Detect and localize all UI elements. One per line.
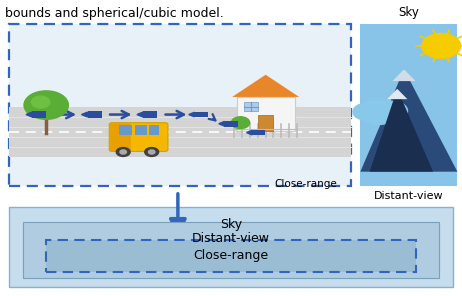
Text: Sky: Sky xyxy=(398,6,419,19)
Bar xyxy=(258,115,273,131)
Polygon shape xyxy=(219,121,225,126)
FancyBboxPatch shape xyxy=(110,123,131,151)
Circle shape xyxy=(120,150,127,154)
Circle shape xyxy=(362,100,385,115)
FancyBboxPatch shape xyxy=(9,207,453,287)
Polygon shape xyxy=(232,75,299,97)
Polygon shape xyxy=(81,112,87,117)
Circle shape xyxy=(148,150,155,154)
FancyBboxPatch shape xyxy=(9,24,351,186)
Circle shape xyxy=(24,91,68,119)
Circle shape xyxy=(373,100,396,115)
Bar xyxy=(360,24,457,186)
Bar xyxy=(119,125,132,135)
Polygon shape xyxy=(247,130,252,135)
FancyBboxPatch shape xyxy=(109,123,168,151)
Polygon shape xyxy=(189,112,195,117)
Polygon shape xyxy=(26,112,32,117)
Circle shape xyxy=(353,103,379,120)
Polygon shape xyxy=(393,69,416,81)
Circle shape xyxy=(378,101,407,120)
FancyBboxPatch shape xyxy=(46,240,416,272)
Text: Close-range: Close-range xyxy=(274,179,337,189)
Polygon shape xyxy=(360,69,457,172)
Text: Distant-view: Distant-view xyxy=(192,232,270,245)
Circle shape xyxy=(361,102,396,124)
Circle shape xyxy=(231,117,249,128)
Circle shape xyxy=(145,147,158,156)
Text: Distant-view: Distant-view xyxy=(374,191,444,201)
Circle shape xyxy=(422,33,461,58)
Bar xyxy=(149,125,159,135)
FancyBboxPatch shape xyxy=(23,222,439,278)
Polygon shape xyxy=(137,112,143,117)
Bar xyxy=(237,97,295,131)
Bar xyxy=(9,107,351,157)
Bar xyxy=(244,102,258,111)
Text: Close-range: Close-range xyxy=(194,249,268,262)
Bar xyxy=(252,130,265,136)
Polygon shape xyxy=(387,89,407,99)
Bar xyxy=(225,121,237,127)
Bar xyxy=(135,125,147,135)
Polygon shape xyxy=(370,89,433,172)
Bar xyxy=(195,112,207,118)
Bar xyxy=(143,112,158,118)
Text: bounds and spherical/cubic model.: bounds and spherical/cubic model. xyxy=(5,7,223,20)
Circle shape xyxy=(31,96,50,108)
Circle shape xyxy=(116,147,130,156)
Bar xyxy=(87,112,102,118)
Text: Sky: Sky xyxy=(220,218,242,231)
Bar xyxy=(32,112,47,118)
